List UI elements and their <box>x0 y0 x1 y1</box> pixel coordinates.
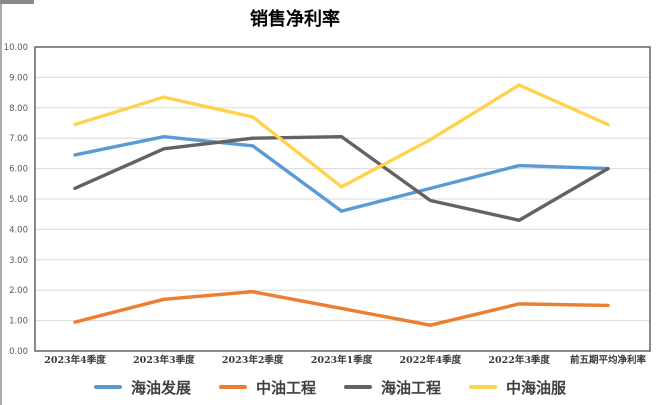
screenshot-left-edge <box>0 0 2 405</box>
series-line-4 <box>73 83 610 189</box>
legend-label: 海油发展 <box>130 378 191 397</box>
legend: 海油发展 中油工程 海油工程 中海油服 <box>0 374 660 400</box>
y-axis-label: 5.00 <box>9 195 28 205</box>
y-axis-label: 2.00 <box>9 286 28 296</box>
x-axis-label: 2023年2季度 <box>222 354 284 366</box>
legend-marker <box>469 385 498 389</box>
series-line-1 <box>73 134 610 213</box>
x-axis-label: 2023年4季度 <box>44 354 106 366</box>
legend-label: 中海油服 <box>506 378 567 397</box>
legend-item: 中海油服 <box>469 377 566 398</box>
legend-item: 中油工程 <box>218 377 316 398</box>
y-axis-label: 8.00 <box>9 104 28 114</box>
x-axis-label: 2023年3季度 <box>133 354 195 366</box>
legend-marker <box>93 385 122 389</box>
y-axis-label: 10.00 <box>4 43 28 53</box>
series-line-3 <box>73 134 610 222</box>
series-line-2 <box>73 290 610 327</box>
y-axis-label: 4.00 <box>9 225 28 235</box>
x-axis-label: 2022年4季度 <box>400 354 462 366</box>
y-axis-label: 0.00 <box>9 347 28 357</box>
y-axis-label: 7.00 <box>9 134 28 144</box>
legend-item: 海油工程 <box>344 377 441 398</box>
y-axis-label: 3.00 <box>9 256 28 266</box>
x-axis-label: 2022年3季度 <box>488 354 550 366</box>
legend-label: 海油工程 <box>381 378 442 397</box>
y-axis-label: 9.00 <box>9 73 28 83</box>
y-axis-label: 6.00 <box>9 165 28 175</box>
legend-marker <box>344 385 372 389</box>
y-axis-label: 1.00 <box>9 317 28 327</box>
legend-marker <box>218 385 247 389</box>
screenshot-corner-artifact <box>0 0 34 4</box>
legend-label: 中油工程 <box>255 378 316 397</box>
plot-border <box>34 46 651 352</box>
chart-title: 销售净利率 <box>250 9 340 30</box>
legend-item: 海油发展 <box>93 377 191 398</box>
x-axis-label: 2023年1季度 <box>311 354 373 366</box>
x-axis-label: 前五期平均净利率 <box>570 354 647 366</box>
